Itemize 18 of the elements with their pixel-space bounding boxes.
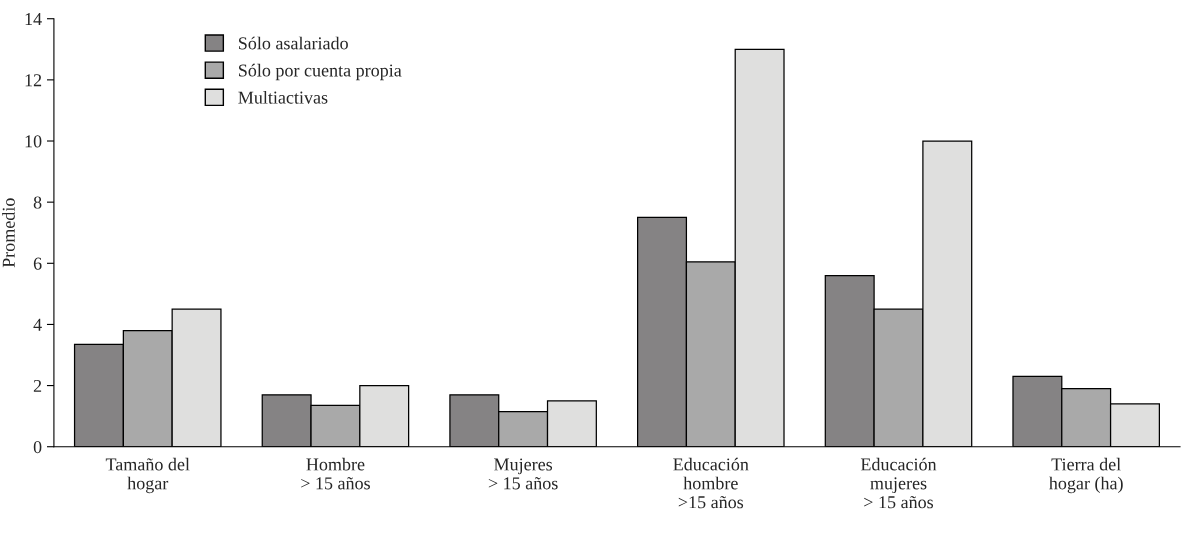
y-tick-label: 6 [33,257,42,270]
legend-label: Multiactivas [238,90,328,104]
y-tick-label: 0 [33,440,42,454]
legend-label: Sólo asalariado [239,36,348,50]
x-tick-label: Tierra del hogar (ha) [1049,457,1123,494]
y-tick-label: 8 [33,196,42,209]
x-tick-label: Mujeres > 15 años [488,458,558,490]
y-axis-title: Promedio [2,198,15,268]
y-tick-label: 12 [25,74,42,87]
x-tick-label: Hombre > 15 años [301,457,370,490]
x-tick-label: Tamaño del hogar [105,457,190,494]
y-tick-label: 10 [25,135,42,148]
x-tick-label: Educación mujeres > 15 años [860,457,937,509]
x-tick-label: Educación hombre >15 años [673,457,749,509]
y-tick-label: 14 [25,13,42,25]
y-tick-label: 4 [33,318,42,331]
y-tick-label: 2 [33,379,42,392]
legend-label: Sólo por cuenta propia [239,63,402,81]
